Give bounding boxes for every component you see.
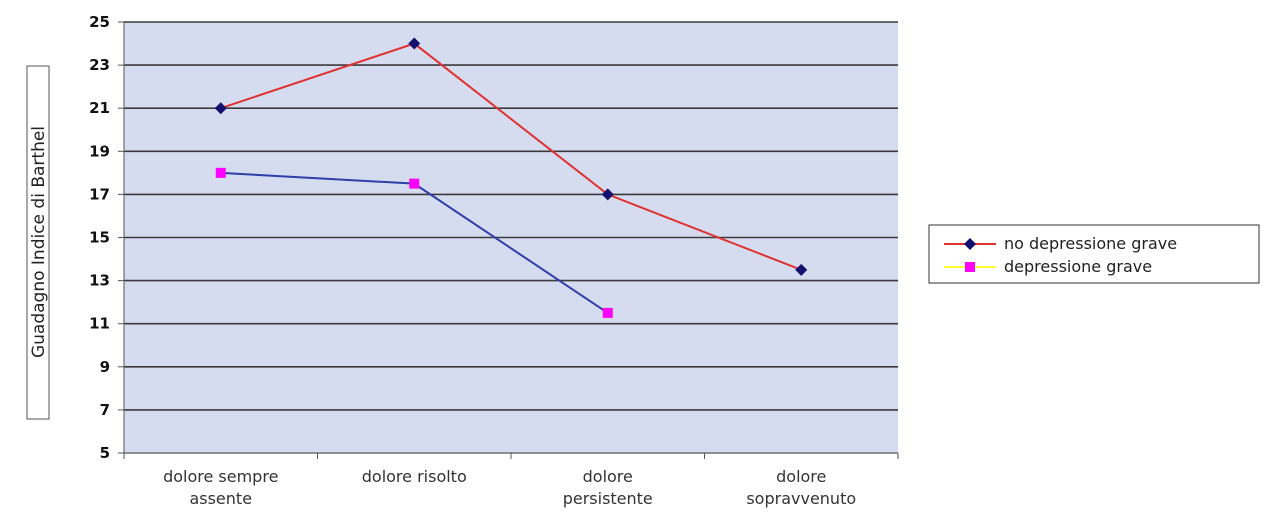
y-axis-title-text: Guadagno Indice di Barthel [29,126,49,358]
y-axis-title-box [26,65,50,420]
x-tick-label: dolore persistente [563,467,653,508]
data-point [795,263,808,276]
data-point [215,167,226,178]
legend-label: no depressione grave [1004,234,1177,253]
series-line [220,42,802,271]
x-tick-label: dolore sempre assente [163,467,278,508]
legend-swatch-marker [964,238,976,250]
y-tick-label: 5 [100,444,110,462]
y-tick-label: 9 [100,358,110,376]
legend-swatch-marker [965,262,975,272]
y-tick-label: 21 [89,99,110,117]
y-tick-label: 13 [89,272,110,290]
y-tick-label: 17 [89,185,110,203]
axes [118,21,899,459]
data-point [214,102,227,115]
y-tick-label: 25 [89,13,110,31]
gridlines [124,21,898,411]
data-point [602,307,613,318]
y-tick-label: 7 [100,401,110,419]
y-axis-title: Guadagno Indice di Barthel [26,65,50,420]
data-point [408,37,421,50]
x-tick-label: dolore sopravvenuto [746,467,856,508]
y-tick-label: 11 [89,315,110,333]
y-tick-label: 23 [89,56,110,74]
legend-box [928,224,1260,284]
data-point [409,178,420,189]
x-tick-label: dolore risolto [362,467,467,486]
x-tick-labels: dolore sempre assente dolore risolto dolore… [163,467,856,508]
legend: no depressione grave depressione grave [928,224,1260,284]
y-tick-labels: 5 7 9 11 13 15 17 19 21 23 25 [89,13,110,462]
y-tick-label: 15 [89,229,110,247]
legend-label: depressione grave [1004,257,1152,276]
data-point [601,188,614,201]
y-tick-label: 19 [89,142,110,160]
series-markers [214,37,808,318]
